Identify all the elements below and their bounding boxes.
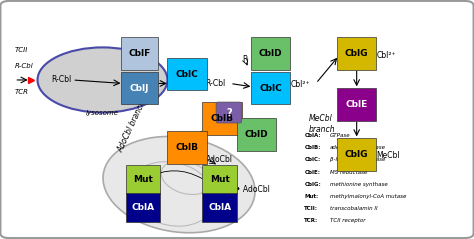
Text: TCII receptor: TCII receptor [330,218,365,223]
Text: Cbl²⁺: Cbl²⁺ [291,80,310,89]
Text: CblA: CblA [131,203,155,212]
FancyBboxPatch shape [202,165,237,194]
Text: Mut: Mut [133,175,153,184]
FancyBboxPatch shape [237,118,276,151]
Text: CblA: CblA [208,203,231,212]
Text: CblG: CblG [345,150,368,159]
Text: CblD: CblD [245,130,269,139]
Text: CblG:: CblG: [304,182,321,187]
Text: CblG: CblG [345,49,368,58]
Text: R-Cbl: R-Cbl [205,79,226,88]
Text: CblB: CblB [210,114,233,123]
Text: CblJ: CblJ [130,84,149,92]
Text: MS reductase: MS reductase [330,169,367,174]
Text: CblA:: CblA: [304,133,321,138]
Text: β-ligand transferase: β-ligand transferase [330,158,385,163]
FancyBboxPatch shape [251,37,291,70]
Text: CblC:: CblC: [304,158,320,163]
Text: lysosome: lysosome [86,110,119,116]
Text: TCR: TCR [14,89,28,95]
Text: CblC: CblC [176,70,199,79]
Text: CblC: CblC [259,84,282,92]
FancyBboxPatch shape [121,72,158,104]
FancyBboxPatch shape [121,37,158,70]
Text: methionine synthase: methionine synthase [330,182,388,187]
Text: AdoCbl branch: AdoCbl branch [117,99,148,154]
FancyBboxPatch shape [126,193,161,222]
Text: CblD: CblD [259,49,283,58]
Text: MeCbl
branch: MeCbl branch [309,114,336,134]
FancyBboxPatch shape [202,193,237,222]
Text: Mut:: Mut: [304,194,319,199]
Text: GTPase: GTPase [330,133,350,138]
Text: ?: ? [226,108,232,118]
Text: adenosyltransferase: adenosyltransferase [330,145,386,150]
FancyBboxPatch shape [167,131,207,164]
Text: R: R [243,54,248,64]
Text: CblE: CblE [346,100,367,109]
FancyBboxPatch shape [337,88,376,121]
FancyBboxPatch shape [251,72,291,104]
Text: CblF: CblF [128,49,151,58]
FancyBboxPatch shape [337,37,376,70]
FancyBboxPatch shape [216,102,242,123]
Text: TCR:: TCR: [304,218,319,223]
Circle shape [37,47,167,113]
Text: • AdoCbl: • AdoCbl [236,185,270,194]
Text: transcobalamin II: transcobalamin II [330,206,377,211]
FancyBboxPatch shape [202,102,242,135]
Text: CblB:: CblB: [304,145,321,150]
Text: Cbl²⁺: Cbl²⁺ [241,121,260,130]
Text: CblE:: CblE: [304,169,320,174]
Text: TCII:: TCII: [304,206,318,211]
Text: TCII: TCII [14,47,27,53]
Text: CblB: CblB [176,143,199,152]
FancyBboxPatch shape [126,165,161,194]
Text: methylmalonyl-CoA mutase: methylmalonyl-CoA mutase [330,194,406,199]
Text: R-Cbl: R-Cbl [52,76,72,84]
Text: Mut: Mut [210,175,229,184]
Text: MeCbl: MeCbl [376,151,400,160]
Text: R-Cbl: R-Cbl [14,63,33,69]
Text: Cbl²⁺: Cbl²⁺ [376,51,396,60]
FancyBboxPatch shape [337,138,376,171]
Text: AdoCbl: AdoCbl [206,155,233,163]
FancyBboxPatch shape [167,58,207,90]
Ellipse shape [103,136,255,233]
